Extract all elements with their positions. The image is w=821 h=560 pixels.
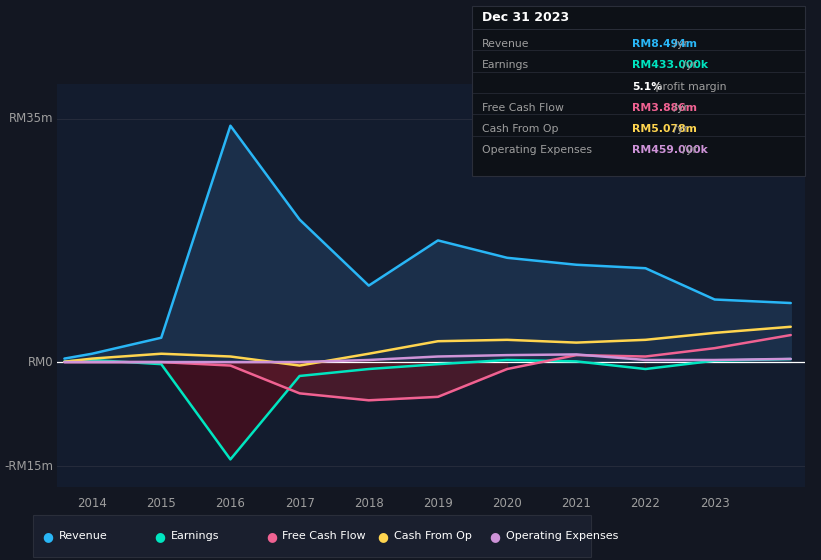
Text: Free Cash Flow: Free Cash Flow bbox=[282, 531, 366, 541]
Text: Operating Expenses: Operating Expenses bbox=[482, 146, 592, 156]
Text: Earnings: Earnings bbox=[482, 60, 529, 71]
Text: RM8.494m: RM8.494m bbox=[632, 39, 697, 49]
Text: Cash From Op: Cash From Op bbox=[394, 531, 472, 541]
Text: ●: ● bbox=[43, 530, 53, 543]
Text: Revenue: Revenue bbox=[482, 39, 530, 49]
Text: /yr: /yr bbox=[679, 146, 697, 156]
Text: /yr: /yr bbox=[679, 60, 697, 71]
Text: /yr: /yr bbox=[670, 103, 688, 113]
Text: Revenue: Revenue bbox=[59, 531, 108, 541]
Text: profit margin: profit margin bbox=[652, 82, 727, 92]
Text: Earnings: Earnings bbox=[171, 531, 219, 541]
Text: ●: ● bbox=[154, 530, 165, 543]
Text: Operating Expenses: Operating Expenses bbox=[506, 531, 618, 541]
Text: /yr: /yr bbox=[670, 124, 688, 134]
Text: RM35m: RM35m bbox=[9, 112, 53, 125]
Text: RM459.000k: RM459.000k bbox=[632, 146, 708, 156]
Text: ●: ● bbox=[266, 530, 277, 543]
Text: /yr: /yr bbox=[670, 39, 688, 49]
Text: ●: ● bbox=[489, 530, 500, 543]
Text: Free Cash Flow: Free Cash Flow bbox=[482, 103, 564, 113]
Text: RM0: RM0 bbox=[28, 356, 53, 368]
Text: 5.1%: 5.1% bbox=[632, 82, 663, 92]
Text: Dec 31 2023: Dec 31 2023 bbox=[482, 11, 569, 24]
Text: Cash From Op: Cash From Op bbox=[482, 124, 558, 134]
Text: ●: ● bbox=[378, 530, 388, 543]
Text: RM433.000k: RM433.000k bbox=[632, 60, 709, 71]
Text: RM5.078m: RM5.078m bbox=[632, 124, 697, 134]
Text: -RM15m: -RM15m bbox=[5, 460, 53, 473]
Text: RM3.886m: RM3.886m bbox=[632, 103, 697, 113]
